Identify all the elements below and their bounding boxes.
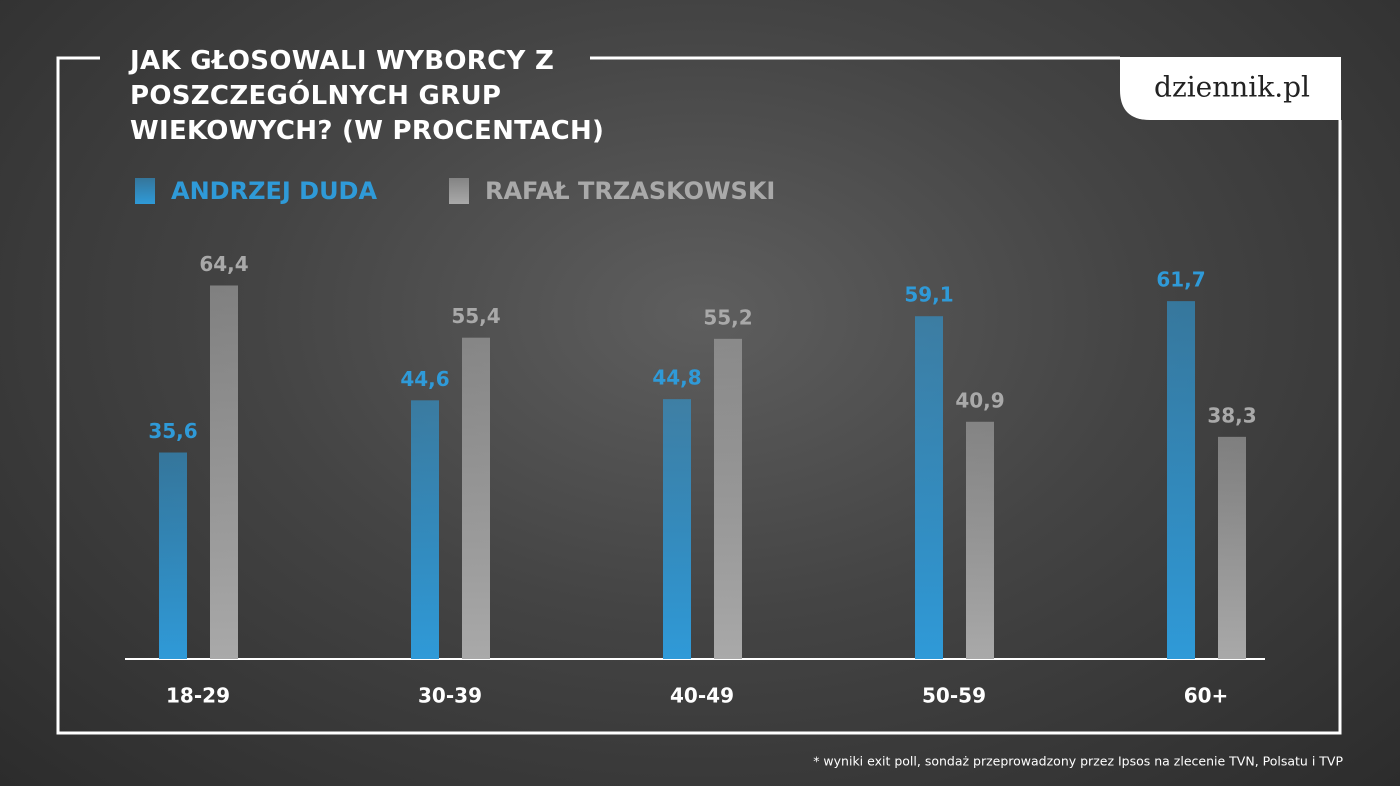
footnote: * wyniki exit poll, sondaż przeprowadzon…	[813, 754, 1343, 769]
x-tick-label: 40-49	[670, 684, 734, 708]
value-label: 64,4	[199, 252, 248, 276]
bar	[1218, 436, 1246, 659]
chart-title: JAK GŁOSOWALI WYBORCY Z POSZCZEGÓLNYCH G…	[130, 46, 605, 146]
bar	[1167, 301, 1195, 659]
bar	[966, 421, 994, 659]
value-label: 55,2	[703, 305, 752, 329]
value-label: 55,4	[451, 304, 500, 328]
value-label: 35,6	[148, 419, 197, 443]
bar	[663, 399, 691, 659]
bar	[915, 316, 943, 659]
legend-swatch	[449, 178, 469, 204]
bar	[462, 337, 490, 659]
x-tick-label: 18-29	[166, 684, 230, 708]
value-label: 40,9	[955, 388, 1004, 412]
x-tick-label: 60+	[1184, 684, 1229, 708]
frame	[56, 56, 1342, 735]
bar	[210, 285, 238, 659]
value-label: 61,7	[1156, 268, 1205, 292]
value-label: 44,8	[652, 366, 701, 390]
logo: dziennik.pl	[1154, 71, 1310, 104]
legend-label: ANDRZEJ DUDA	[171, 177, 377, 205]
bar	[714, 338, 742, 659]
logo-box	[1120, 57, 1341, 120]
value-label: 44,6	[400, 367, 449, 391]
legend-swatch	[135, 178, 155, 204]
legend-label: RAFAŁ TRZASKOWSKI	[485, 177, 775, 205]
x-tick-label: 30-39	[418, 684, 482, 708]
value-label: 59,1	[904, 283, 953, 307]
bar	[159, 452, 187, 659]
x-tick-label: 50-59	[922, 684, 986, 708]
value-label: 38,3	[1207, 403, 1256, 427]
bar	[411, 400, 439, 659]
